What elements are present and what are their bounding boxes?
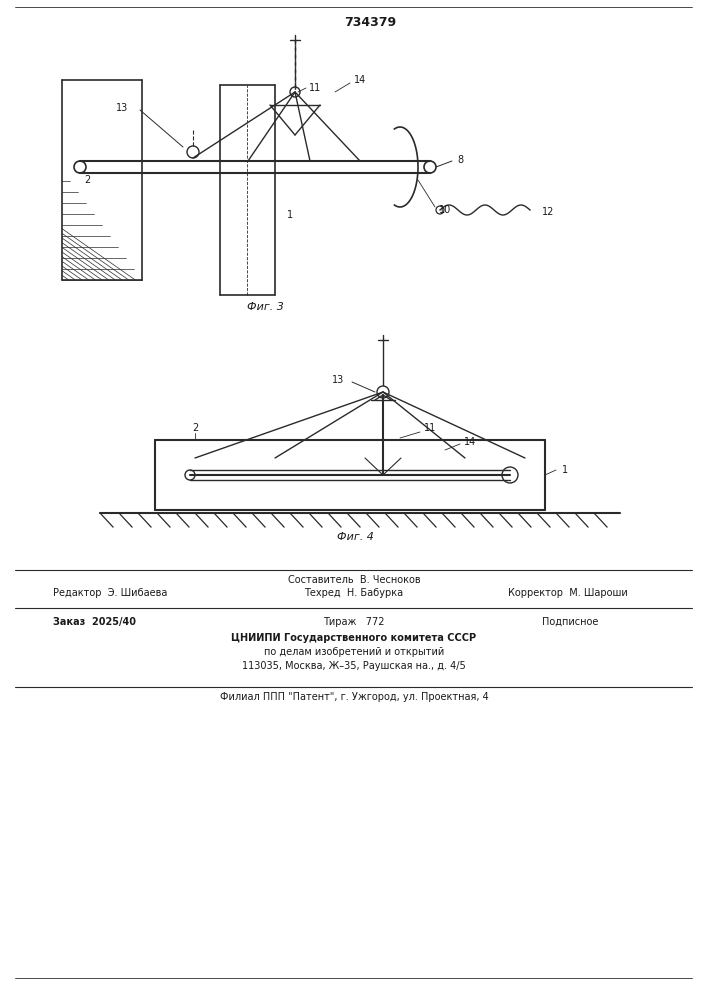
Text: 1: 1	[562, 465, 568, 475]
Text: Фиг. 3: Фиг. 3	[247, 302, 284, 312]
Text: Филиал ППП "Патент", г. Ужгород, ул. Проектная, 4: Филиал ППП "Патент", г. Ужгород, ул. Про…	[220, 692, 489, 702]
Text: 12: 12	[542, 207, 554, 217]
Text: Корректор  М. Шароши: Корректор М. Шароши	[508, 588, 628, 598]
Text: Редактор  Э. Шибаева: Редактор Э. Шибаева	[53, 588, 167, 598]
Text: Составитель  В. Чесноков: Составитель В. Чесноков	[288, 575, 421, 585]
Text: Подписное: Подписное	[542, 617, 598, 627]
Text: ЦНИИПИ Государственного комитета СССР: ЦНИИПИ Государственного комитета СССР	[231, 633, 477, 643]
Text: 14: 14	[464, 437, 476, 447]
Text: 11: 11	[309, 83, 321, 93]
Text: по делам изобретений и открытий: по делам изобретений и открытий	[264, 647, 444, 657]
Text: 113035, Москва, Ж–35, Раушская на., д. 4/5: 113035, Москва, Ж–35, Раушская на., д. 4…	[242, 661, 466, 671]
Text: Заказ  2025/40: Заказ 2025/40	[54, 617, 136, 627]
Text: 10: 10	[439, 205, 451, 215]
Text: 13: 13	[332, 375, 344, 385]
Text: Фиг. 4: Фиг. 4	[337, 532, 373, 542]
Text: 2: 2	[84, 175, 90, 185]
Text: 734379: 734379	[344, 15, 396, 28]
Text: 2: 2	[192, 423, 198, 433]
Text: 14: 14	[354, 75, 366, 85]
Text: 11: 11	[424, 423, 436, 433]
Text: Техред  Н. Бабурка: Техред Н. Бабурка	[305, 588, 404, 598]
Text: Тираж   772: Тираж 772	[323, 617, 385, 627]
Text: 13: 13	[116, 103, 128, 113]
Text: 8: 8	[457, 155, 463, 165]
Text: 1: 1	[287, 210, 293, 220]
